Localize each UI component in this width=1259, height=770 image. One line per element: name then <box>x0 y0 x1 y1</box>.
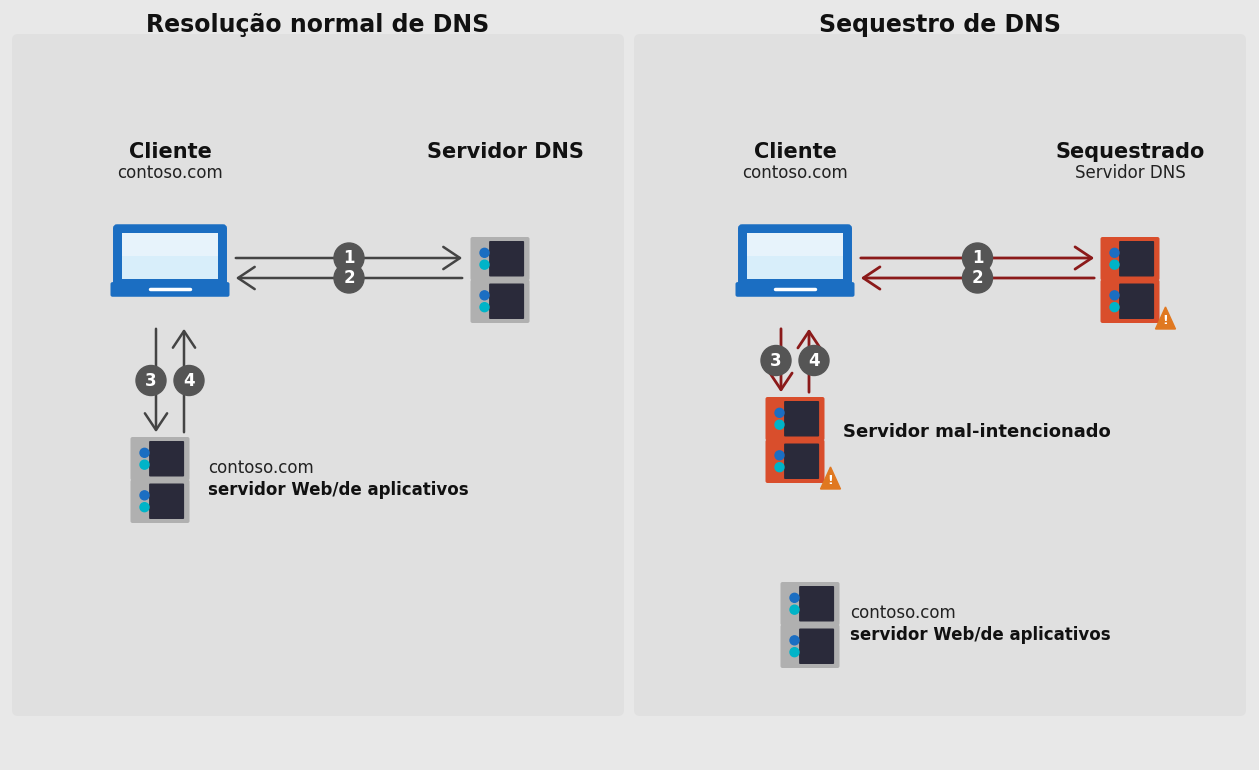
FancyBboxPatch shape <box>740 226 850 286</box>
FancyBboxPatch shape <box>488 283 524 319</box>
Circle shape <box>174 366 204 396</box>
Circle shape <box>962 243 992 273</box>
FancyBboxPatch shape <box>635 34 1246 716</box>
FancyBboxPatch shape <box>799 628 835 664</box>
FancyBboxPatch shape <box>735 282 855 296</box>
Circle shape <box>776 463 784 472</box>
FancyBboxPatch shape <box>781 582 840 625</box>
Text: contoso.com: contoso.com <box>850 604 956 622</box>
Circle shape <box>1110 249 1119 257</box>
Circle shape <box>1110 303 1119 312</box>
FancyBboxPatch shape <box>1100 280 1160 323</box>
Circle shape <box>140 448 149 457</box>
Circle shape <box>140 503 149 512</box>
FancyBboxPatch shape <box>471 280 530 323</box>
Text: Sequestro de DNS: Sequestro de DNS <box>820 13 1061 37</box>
Circle shape <box>334 243 364 273</box>
Text: 4: 4 <box>184 371 195 390</box>
Circle shape <box>1110 291 1119 300</box>
Circle shape <box>789 636 799 644</box>
FancyBboxPatch shape <box>111 282 229 296</box>
Text: 4: 4 <box>808 351 820 370</box>
Circle shape <box>140 460 149 469</box>
FancyBboxPatch shape <box>131 437 190 480</box>
FancyBboxPatch shape <box>488 241 524 276</box>
FancyBboxPatch shape <box>122 233 218 256</box>
Text: contoso.com: contoso.com <box>742 164 847 182</box>
Circle shape <box>1110 260 1119 269</box>
Circle shape <box>334 263 364 293</box>
FancyBboxPatch shape <box>122 233 218 279</box>
FancyBboxPatch shape <box>781 624 840 668</box>
FancyBboxPatch shape <box>799 586 835 621</box>
FancyBboxPatch shape <box>115 226 225 286</box>
FancyBboxPatch shape <box>1119 241 1155 276</box>
Text: !: ! <box>827 474 833 487</box>
Circle shape <box>962 263 992 293</box>
Text: 1: 1 <box>344 249 355 267</box>
FancyBboxPatch shape <box>1100 237 1160 280</box>
Text: Cliente: Cliente <box>128 142 212 162</box>
Circle shape <box>480 249 488 257</box>
Circle shape <box>480 260 488 269</box>
FancyBboxPatch shape <box>765 440 825 483</box>
Text: 2: 2 <box>344 269 355 287</box>
FancyBboxPatch shape <box>747 233 842 256</box>
FancyBboxPatch shape <box>1119 283 1155 319</box>
Circle shape <box>789 605 799 614</box>
Circle shape <box>789 648 799 657</box>
Text: contoso.com: contoso.com <box>208 459 313 477</box>
FancyBboxPatch shape <box>765 397 825 440</box>
Text: Resolução normal de DNS: Resolução normal de DNS <box>146 13 490 37</box>
FancyBboxPatch shape <box>149 441 184 477</box>
Text: Servidor DNS: Servidor DNS <box>1075 164 1186 182</box>
Text: Sequestrado: Sequestrado <box>1055 142 1205 162</box>
Text: Servidor mal-intencionado: Servidor mal-intencionado <box>844 423 1110 441</box>
Polygon shape <box>1156 307 1176 329</box>
Text: !: ! <box>1162 314 1168 327</box>
Text: 3: 3 <box>771 351 782 370</box>
FancyBboxPatch shape <box>747 233 842 279</box>
Text: Servidor DNS: Servidor DNS <box>427 142 583 162</box>
Text: servidor Web/de aplicativos: servidor Web/de aplicativos <box>208 481 468 499</box>
Circle shape <box>480 291 488 300</box>
Circle shape <box>789 594 799 602</box>
Circle shape <box>760 346 791 376</box>
Text: contoso.com: contoso.com <box>117 164 223 182</box>
Circle shape <box>776 420 784 429</box>
FancyBboxPatch shape <box>471 237 530 280</box>
FancyBboxPatch shape <box>149 484 184 519</box>
Text: 2: 2 <box>972 269 983 287</box>
Circle shape <box>776 450 784 460</box>
Text: 3: 3 <box>145 371 157 390</box>
Circle shape <box>480 303 488 312</box>
Circle shape <box>140 490 149 500</box>
Text: 1: 1 <box>972 249 983 267</box>
Polygon shape <box>821 467 841 489</box>
Text: Cliente: Cliente <box>754 142 836 162</box>
FancyBboxPatch shape <box>131 480 190 523</box>
Circle shape <box>136 366 166 396</box>
FancyBboxPatch shape <box>784 444 820 479</box>
Circle shape <box>799 346 828 376</box>
FancyBboxPatch shape <box>784 401 820 437</box>
Circle shape <box>776 408 784 417</box>
FancyBboxPatch shape <box>13 34 624 716</box>
Text: servidor Web/de aplicativos: servidor Web/de aplicativos <box>850 626 1110 644</box>
